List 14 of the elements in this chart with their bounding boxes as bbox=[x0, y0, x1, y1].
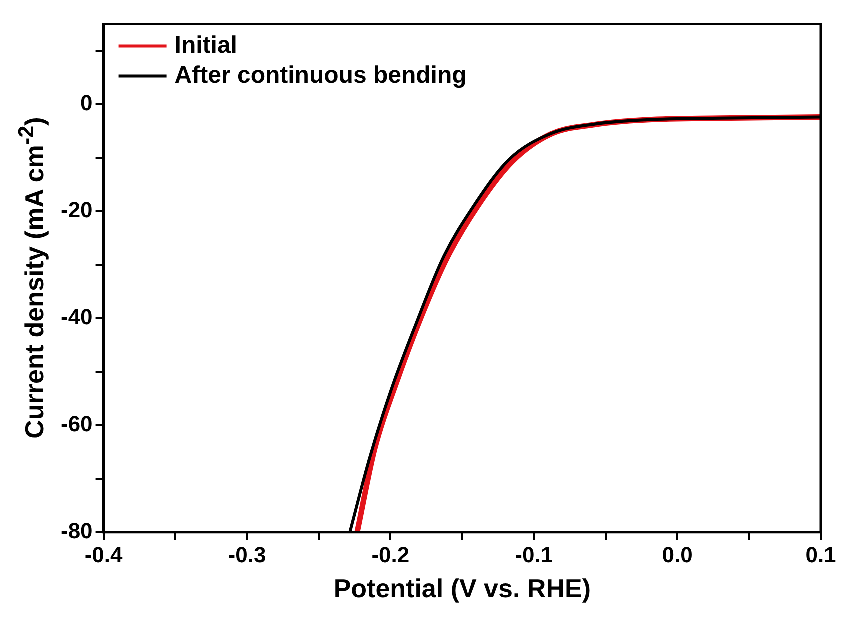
legend-label: After continuous bending bbox=[174, 62, 467, 89]
x-tick-label: -0.4 bbox=[84, 542, 124, 568]
x-tick-label: -0.2 bbox=[372, 542, 410, 568]
x-axis-title: Potential (V vs. RHE) bbox=[334, 574, 591, 604]
x-tick-label: -0.3 bbox=[228, 542, 266, 568]
y-tick-label: -60 bbox=[61, 411, 93, 436]
x-tick-label: 0.1 bbox=[806, 542, 836, 568]
y-tick-label: -40 bbox=[61, 304, 93, 330]
x-tick-label: -0.1 bbox=[515, 542, 554, 568]
x-tick-label: 0.0 bbox=[662, 542, 693, 568]
legend-label: Initial bbox=[174, 32, 238, 59]
y-tick-label: -20 bbox=[61, 197, 93, 222]
y-tick-label: 0 bbox=[80, 90, 93, 116]
y-tick-label: -80 bbox=[61, 518, 93, 544]
